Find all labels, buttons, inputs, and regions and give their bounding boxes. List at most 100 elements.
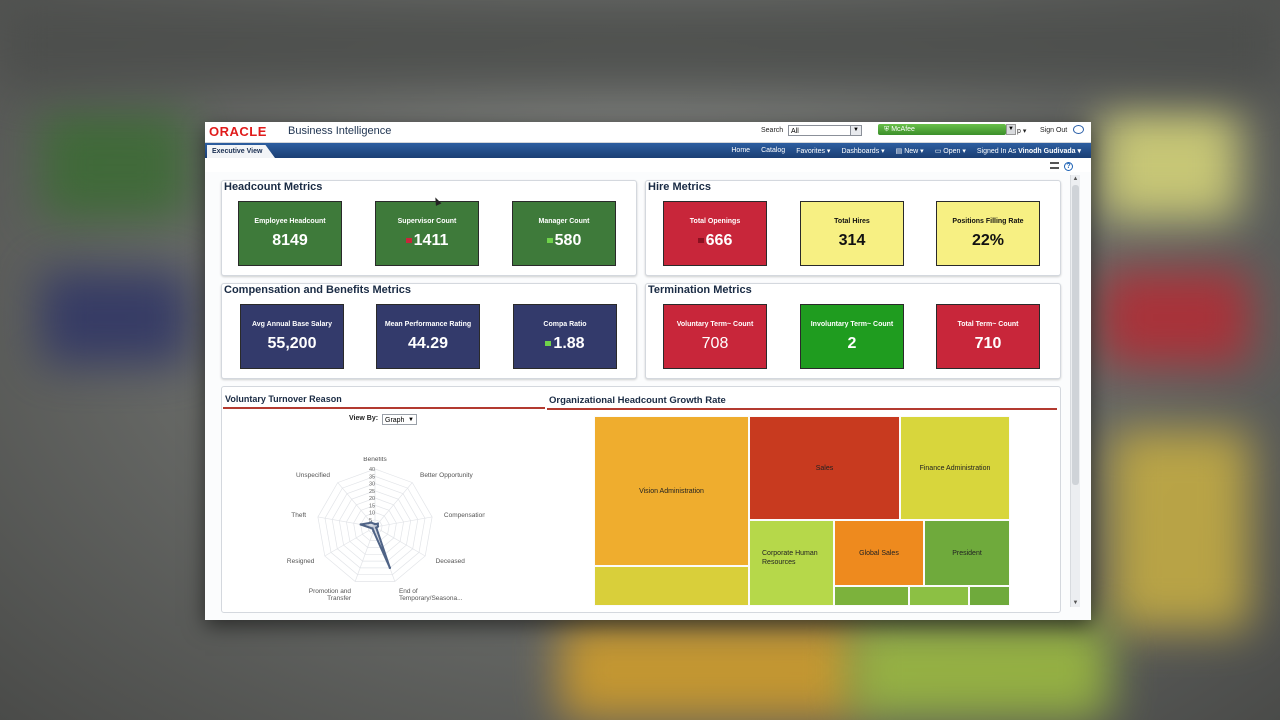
red-flag-icon <box>405 238 412 244</box>
search-label: Search <box>761 127 784 134</box>
radar-point <box>373 522 377 526</box>
tile-involuntary-term-count[interactable]: Involuntary Term~ Count 2 <box>800 304 904 369</box>
user-menu[interactable]: Vinodh Gudivada ▾ <box>1018 147 1081 155</box>
help-link[interactable]: p ▾ <box>1017 128 1027 135</box>
tile-positions-filling-rate[interactable]: Positions Filling Rate 22% <box>936 201 1040 266</box>
signout-link[interactable]: Sign Out <box>1040 127 1068 134</box>
radar-point <box>370 521 373 524</box>
radar-grid-ring <box>360 512 390 541</box>
radar-category-label: Unspecified <box>296 472 330 479</box>
growth-rule <box>547 408 1057 410</box>
tile-label: Compa Ratio <box>543 321 587 328</box>
radar-spoke <box>374 526 426 557</box>
tile-label: Total Term~ Count <box>957 321 1019 328</box>
tile-value: 708 <box>701 335 729 352</box>
page-options-icon[interactable] <box>1050 162 1059 169</box>
scroll-up-icon[interactable]: ▲ <box>1072 176 1079 182</box>
green-flag-icon <box>546 238 553 244</box>
scroll-down-icon[interactable]: ▼ <box>1072 600 1079 606</box>
nav-new[interactable]: ▤ New ▾ <box>895 147 924 155</box>
tile-total-term-count[interactable]: Total Term~ Count 710 <box>936 304 1040 369</box>
treemap-cell[interactable]: President <box>924 520 1010 586</box>
treemap-cell[interactable] <box>594 566 749 606</box>
radar-category-label: End of <box>399 588 418 595</box>
radar-spoke <box>354 526 376 582</box>
treemap-cell[interactable]: Corporate Human Resources <box>749 520 834 606</box>
help-icon[interactable]: ? <box>1064 162 1073 171</box>
tile-label: Supervisor Count <box>397 218 457 225</box>
tile-value: 8149 <box>272 232 308 249</box>
nav-home[interactable]: Home <box>731 147 751 154</box>
tile-supervisor-count[interactable]: Supervisor Count 1411 <box>375 201 479 266</box>
treemap-cell[interactable] <box>909 586 969 606</box>
tile-label: Voluntary Term~ Count <box>676 321 754 328</box>
nav-bar: Executive View Home Catalog Favorites ▾ … <box>205 143 1091 158</box>
tile-employee-headcount[interactable]: Employee Headcount 8149 <box>238 201 342 266</box>
tile-label: Total Hires <box>834 218 870 225</box>
view-by-select[interactable]: Graph ▼ <box>382 414 417 425</box>
nav-catalog[interactable]: Catalog <box>761 147 786 154</box>
tile-compa-ratio[interactable]: Compa Ratio 1.88 <box>513 304 617 369</box>
brand-bar: ORACLE Business Intelligence Search All … <box>205 122 1091 143</box>
treemap-cell[interactable]: Sales <box>749 416 900 520</box>
section-title: Compensation and Benefits Metrics <box>224 284 412 296</box>
product-title: Business Intelligence <box>288 125 392 137</box>
vertical-scrollbar[interactable]: ▲ ▼ <box>1070 175 1080 607</box>
radar-grid-ring <box>317 468 433 582</box>
search-scope-select[interactable]: All ▼ <box>788 125 862 136</box>
bi-window: ORACLE Business Intelligence Search All … <box>205 122 1091 620</box>
radar-point <box>375 526 378 529</box>
green-flag-icon <box>545 341 552 347</box>
radar-category-label: Theft <box>291 512 306 519</box>
oracle-logo: ORACLE <box>209 124 267 139</box>
mcafee-dropdown[interactable]: ▼ <box>1006 124 1016 135</box>
view-by-label: View By: <box>349 415 379 422</box>
hire-section: Hire Metrics Total Openings 666 Total Hi… <box>645 180 1061 276</box>
treemap-cell[interactable] <box>834 586 909 606</box>
scroll-thumb[interactable] <box>1072 185 1079 485</box>
turnover-rule <box>223 407 545 409</box>
radar-tick-label: 40 <box>369 467 375 473</box>
chevron-down-icon: ▼ <box>408 417 414 423</box>
global-nav: Home Catalog Favorites ▾ Dashboards ▾ ▤ … <box>731 143 1081 158</box>
tile-value: 666 <box>705 232 733 249</box>
tile-total-openings[interactable]: Total Openings 666 <box>663 201 767 266</box>
growth-title: Organizational Headcount Growth Rate <box>549 395 726 406</box>
radar-grid-ring <box>346 497 404 555</box>
section-title: Termination Metrics <box>648 284 752 296</box>
chevron-down-icon: ▼ <box>850 126 861 135</box>
treemap-cell[interactable]: Finance Administration <box>900 416 1010 520</box>
tile-value: 22% <box>971 232 1005 249</box>
tile-total-hires[interactable]: Total Hires 314 <box>800 201 904 266</box>
radar-spoke <box>374 482 413 528</box>
radar-tick-label: 10 <box>369 511 375 517</box>
radar-tick-label: 5 <box>369 518 372 524</box>
radar-category-label: Temporary/Seasona... <box>399 595 463 602</box>
radar-point <box>371 527 374 530</box>
radar-grid-ring <box>324 475 426 576</box>
radar-tick-label: 30 <box>369 482 375 488</box>
tab-executive-view[interactable]: Executive View <box>207 145 275 158</box>
radar-point <box>376 522 379 525</box>
nav-open[interactable]: ▭ Open ▾ <box>934 147 966 155</box>
treemap-cell[interactable] <box>969 586 1010 606</box>
nav-favorites[interactable]: Favorites ▾ <box>796 147 831 155</box>
radar-category-label: Deceased <box>436 558 466 565</box>
termination-section: Termination Metrics Voluntary Term~ Coun… <box>645 283 1061 379</box>
radar-point <box>359 523 362 526</box>
tile-avg-annual-base-salary[interactable]: Avg Annual Base Salary 55,200 <box>240 304 344 369</box>
search-scope-value: All <box>791 128 799 135</box>
treemap-cell[interactable]: Global Sales <box>834 520 924 586</box>
folder-icon: ▭ <box>934 147 944 155</box>
tile-label: Involuntary Term~ Count <box>810 321 894 328</box>
tile-label: Employee Headcount <box>254 218 326 225</box>
tile-mean-performance-rating[interactable]: Mean Performance Rating 44.29 <box>376 304 480 369</box>
mcafee-toolbar[interactable]: ⛨ McAfee <box>878 124 1006 135</box>
signed-in-as: Signed In As Vinodh Gudivada ▾ <box>976 147 1081 155</box>
tile-voluntary-term-count[interactable]: Voluntary Term~ Count 708 <box>663 304 767 369</box>
tile-manager-count[interactable]: Manager Count 580 <box>512 201 616 266</box>
treemap-cell[interactable]: Vision Administration <box>594 416 749 566</box>
tile-label: Manager Count <box>538 218 590 225</box>
globe-icon[interactable] <box>1073 125 1084 134</box>
nav-dashboards[interactable]: Dashboards ▾ <box>841 147 885 155</box>
